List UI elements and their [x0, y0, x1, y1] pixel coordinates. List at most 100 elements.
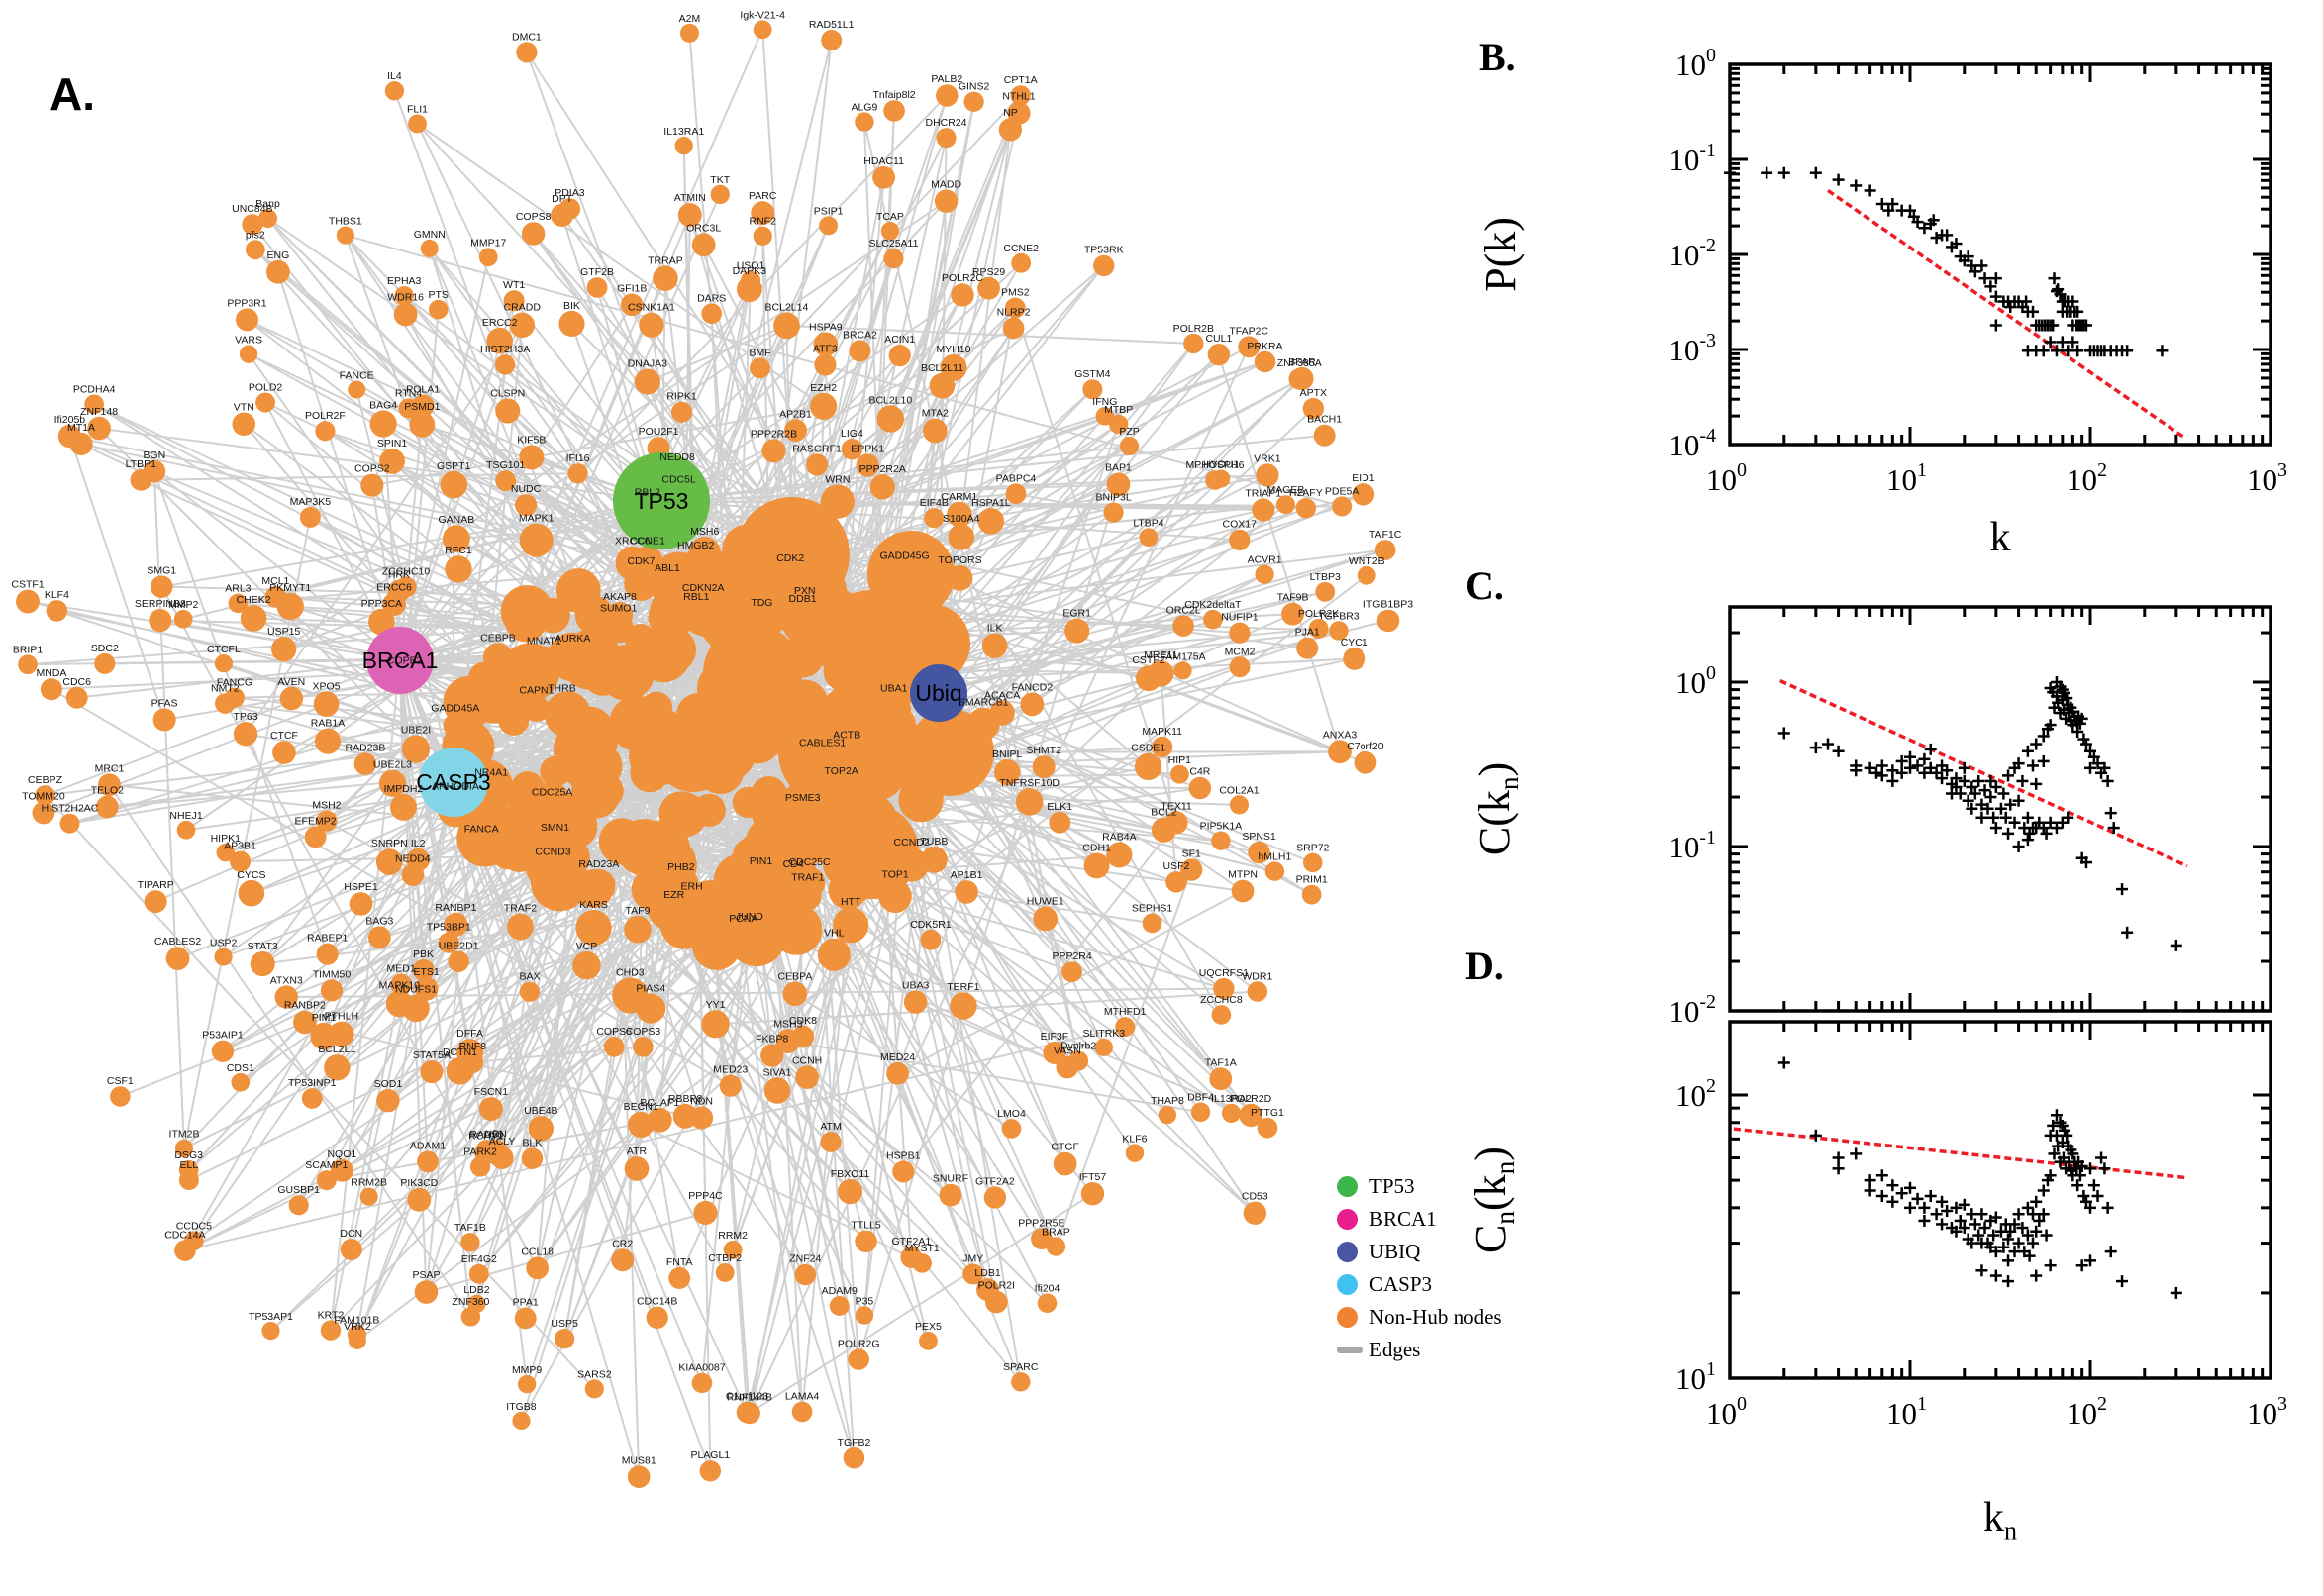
network-node-label: COPS6 [596, 1026, 632, 1038]
legend-label: UBIQ [1369, 1240, 1421, 1263]
network-node [1001, 1119, 1022, 1139]
network-node-label: PEX5 [915, 1321, 942, 1333]
network-node [678, 549, 714, 585]
network-node-label: CR2 [612, 1238, 633, 1249]
network-node [821, 29, 843, 50]
network-node [924, 508, 945, 529]
network-node-label: BGN [143, 449, 165, 461]
network-node-label: MED1 [387, 963, 416, 975]
network-node-label: SHMT2 [1026, 745, 1061, 756]
network-node-label: NEDD4 [395, 852, 431, 864]
network-node [239, 345, 258, 363]
network-node [1296, 637, 1319, 659]
network-node-label: ATXN3 [270, 974, 303, 986]
network-node [526, 1256, 550, 1280]
network-node [65, 686, 88, 709]
network-node [330, 1158, 354, 1182]
network-node [692, 921, 742, 970]
network-node [773, 312, 800, 340]
network-node [519, 445, 545, 470]
network-node-label: KLF6 [1122, 1133, 1147, 1145]
network-node-label: CDC14A [164, 1229, 205, 1241]
network-node-label: DAPK3 [733, 265, 767, 277]
network-node-label: RABEP1 [307, 933, 349, 945]
network-node-label: SOD1 [374, 1078, 403, 1090]
network-node [348, 1331, 366, 1349]
network-node [1211, 1005, 1232, 1025]
network-node-label: PPP3R1 [227, 297, 266, 309]
network-node-label: NTHL1 [1002, 91, 1035, 103]
network-node-label: TAF1A [1205, 1056, 1237, 1068]
network-node-label: RCHY1 [468, 1131, 504, 1143]
network-node-label: HIP1 [1168, 754, 1192, 766]
network-node-label: IL13RA1 [663, 126, 704, 138]
network-node [1093, 254, 1115, 277]
network-node [316, 810, 338, 832]
network-node [633, 821, 691, 878]
network-node [440, 470, 468, 499]
network-node [761, 439, 786, 463]
network-node [1172, 615, 1194, 637]
network-node-label: FANCD2 [1012, 682, 1054, 694]
network-node [519, 981, 541, 1002]
network-node [630, 752, 669, 793]
network-node [892, 1160, 915, 1183]
network-node [691, 233, 716, 257]
network-node-label: LAMA4 [785, 1391, 820, 1403]
network-node-label: CDC6 [62, 676, 91, 688]
network-node-label: PSAP [412, 1269, 440, 1281]
network-node [1254, 350, 1276, 373]
network-node [1004, 297, 1026, 319]
network-node-label: MRE11 [1144, 649, 1177, 661]
network-node [336, 226, 354, 245]
network-node-label: hMLH1 [1258, 850, 1291, 862]
network-node-label: ZNF148 [80, 406, 118, 418]
network-node-label: BECN1 [624, 1101, 658, 1113]
network-node-label: FSCN1 [474, 1086, 509, 1098]
network-node [460, 1233, 480, 1252]
network-node [1303, 852, 1323, 873]
network-node [414, 1280, 439, 1304]
network-node [401, 735, 431, 763]
network-node-label: HSPE1 [344, 881, 378, 893]
panel-label-c: C. [1465, 563, 1504, 608]
network-node [144, 890, 167, 914]
tick-label: 10-1 [1668, 140, 1716, 177]
network-node [628, 1111, 655, 1139]
hub-node-label-ubiq: Ubiq [915, 680, 961, 706]
network-node [883, 249, 904, 269]
network-node [1239, 1103, 1262, 1128]
network-node [304, 826, 327, 848]
network-node-label: POLR2D [1230, 1093, 1271, 1105]
network-node-label: KARS [579, 899, 608, 911]
network-node-label: SCAMP1 [305, 1159, 348, 1171]
network-node [460, 1307, 481, 1327]
network-node-label: GFI1B [617, 282, 647, 294]
network-node [894, 848, 929, 882]
network-node [1207, 343, 1231, 366]
network-node-label: BAG4 [369, 399, 397, 411]
network-node-label: GADD45G [879, 549, 929, 561]
network-node-label: THAP8 [1151, 1095, 1184, 1107]
network-node [276, 592, 304, 621]
network-node-label: TFAP2C [1229, 325, 1268, 337]
network-node [414, 976, 439, 1001]
network-node-label: COPB2 [387, 654, 423, 666]
network-node [620, 293, 644, 317]
network-node-label: CCNE1 [630, 536, 665, 548]
network-node [1315, 581, 1336, 602]
network-node [693, 1200, 718, 1225]
network-node [230, 850, 252, 872]
tick-label: 102 [2067, 1393, 2107, 1431]
network-node-label: LDB1 [974, 1267, 1000, 1279]
labels-layer: CDK2 CDK7 CCNE1 CCND2 CCND3 PCNA NEDD8 KARS GADD… [11, 9, 1413, 1466]
network-node-label: RTN4 [395, 387, 422, 399]
network-node-label: CSNK1A1 [628, 302, 675, 314]
network-node [936, 128, 957, 149]
network-node-label: POLR2F [305, 410, 346, 422]
network-node [389, 793, 417, 821]
network-node [1229, 622, 1251, 644]
network-node [1248, 841, 1270, 864]
network-node-label: TRAF2 [504, 903, 537, 915]
